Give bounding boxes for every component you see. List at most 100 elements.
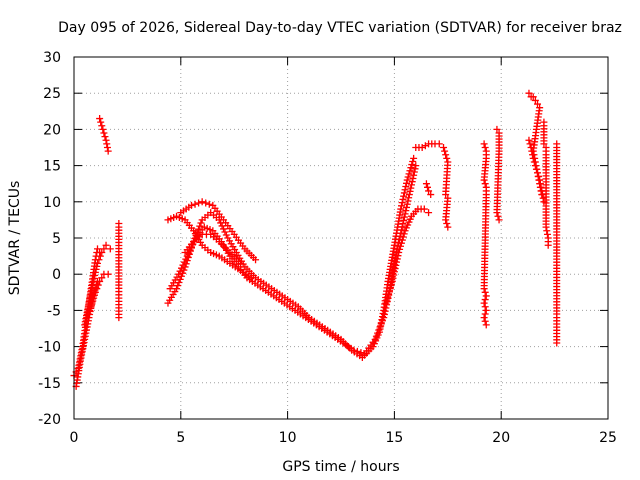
series-arc-k: [181, 230, 245, 267]
data-point: [392, 261, 400, 269]
data-point: [93, 245, 101, 253]
chart-title: Day 095 of 2026, Sidereal Day-to-day VTE…: [58, 20, 622, 36]
y-tick-label: 25: [43, 86, 61, 102]
x-tick-label: 25: [599, 430, 617, 446]
data-point: [543, 227, 551, 235]
data-point: [86, 306, 94, 314]
data-point: [102, 136, 110, 144]
data-point: [544, 241, 552, 249]
data-point: [197, 219, 205, 227]
data-point: [405, 194, 413, 202]
data-point: [397, 229, 405, 237]
data-point: [527, 144, 535, 151]
data-point: [409, 174, 417, 182]
series-arc-m: [412, 140, 443, 151]
data-point: [390, 268, 398, 276]
data-point: [532, 165, 540, 173]
grid-lines: [74, 57, 608, 419]
data-point: [92, 265, 100, 273]
data-point: [98, 248, 106, 256]
data-point: [442, 151, 450, 159]
data-point: [407, 164, 415, 172]
data-point: [480, 314, 488, 322]
data-point: [196, 222, 204, 230]
data-point: [394, 252, 402, 260]
data-point: [481, 303, 489, 311]
data-point: [442, 216, 450, 224]
data-point: [529, 154, 537, 162]
data-point: [410, 171, 418, 179]
data-point: [481, 317, 489, 325]
data-point: [398, 236, 406, 244]
data-point: [425, 209, 433, 217]
data-point: [182, 255, 190, 263]
data-point: [96, 277, 104, 285]
data-point: [173, 285, 181, 293]
data-point: [96, 252, 104, 260]
data-point: [399, 220, 407, 228]
data-point: [399, 233, 407, 241]
data-point: [494, 212, 502, 220]
data-point: [398, 202, 406, 210]
data-point: [402, 183, 410, 191]
data-point: [390, 271, 398, 279]
data-point: [441, 147, 449, 155]
data-point: [174, 282, 182, 290]
data-point: [493, 125, 501, 133]
data-point: [183, 252, 191, 260]
series-arc-s: [525, 136, 546, 199]
data-point: [481, 296, 489, 304]
data-point: [376, 323, 384, 331]
y-tick-label: 30: [43, 50, 61, 66]
data-point: [408, 161, 416, 169]
series-arc-f: [115, 220, 123, 322]
data-point: [220, 225, 228, 233]
data-point: [374, 329, 382, 337]
data-point: [91, 288, 99, 296]
data-point: [195, 199, 203, 207]
series-arc-j: [177, 198, 260, 264]
data-point: [529, 151, 537, 159]
data-point: [93, 259, 101, 267]
data-point: [482, 292, 490, 300]
data-point: [252, 256, 260, 264]
series-arc-d: [83, 270, 112, 322]
data-point: [104, 147, 112, 155]
data-point: [444, 223, 452, 231]
data-point: [176, 267, 184, 275]
data-point: [482, 306, 490, 314]
data-point: [480, 176, 488, 184]
data-point: [405, 170, 413, 178]
data-point: [407, 181, 415, 189]
data-point: [191, 200, 199, 208]
series-arc-h: [166, 162, 420, 358]
series-arc-t: [540, 118, 552, 249]
data-point: [495, 216, 503, 224]
data-point: [393, 255, 401, 263]
x-tick-label: 10: [279, 430, 297, 446]
y-tick-label: -10: [38, 340, 61, 356]
data-point: [398, 199, 406, 207]
data-point: [543, 230, 551, 238]
data-point: [531, 96, 539, 104]
data-point: [98, 274, 106, 282]
data-point: [402, 207, 410, 215]
data-point: [383, 296, 391, 304]
data-point: [180, 258, 188, 266]
data-point: [400, 189, 408, 197]
data-point: [525, 89, 533, 97]
y-tick-label: -20: [38, 412, 61, 428]
data-point: [99, 125, 107, 133]
data-point: [411, 165, 419, 173]
data-point: [425, 187, 433, 195]
data-point: [102, 241, 110, 249]
series-arc-u: [553, 140, 561, 347]
data-point: [395, 248, 403, 256]
y-tick-label: 0: [52, 267, 61, 283]
data-point: [387, 281, 395, 289]
data-point: [528, 147, 536, 155]
data-point: [91, 268, 99, 276]
data-point: [481, 310, 489, 318]
data-point: [530, 158, 538, 166]
data-point: [247, 274, 255, 282]
